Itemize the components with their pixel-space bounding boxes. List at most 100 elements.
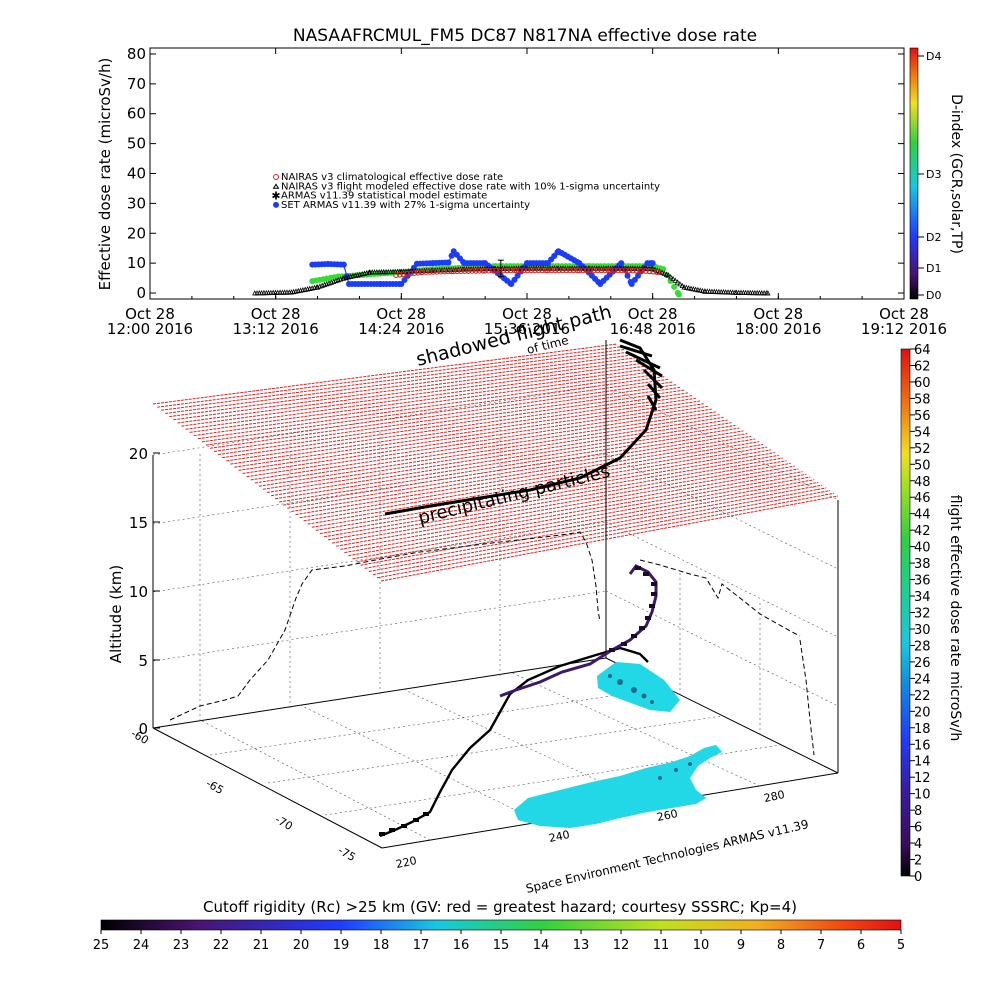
cutoff-colorbar-tick-label: 15: [493, 938, 510, 953]
cutoff-colorbar-tick-label: 24: [133, 938, 150, 953]
x-tick-label-time: 13:12 2016: [233, 320, 319, 338]
nairas-climatological-point: [531, 267, 538, 274]
air-track-marker: [639, 626, 645, 630]
nairas-climatological-point: [454, 268, 461, 275]
cutoff-hatch-line: [307, 446, 768, 525]
dose-colorbar-tick-label: 48: [914, 475, 931, 490]
nairas-flight-point: [665, 272, 672, 278]
nairas-climatological-point: [605, 267, 612, 274]
dose-colorbar-tick-label: 2: [914, 854, 922, 869]
dose-colorbar-tick-label: 58: [914, 392, 931, 407]
nairas-climatological-point: [469, 267, 475, 274]
nairas-climatological-point: [445, 268, 451, 275]
dose-colorbar-tick-label: 26: [914, 656, 931, 671]
nairas-flight-point: [677, 280, 683, 287]
cutoff-hatch-line: [271, 422, 732, 497]
legend-marker: ✱: [271, 190, 280, 203]
floor-grid-line: [199, 719, 431, 841]
armas-model-point: [671, 283, 678, 290]
legend: NAIRAS v3 climatological effective dose …: [271, 172, 660, 211]
dose-colorbar-tick-label: 46: [914, 491, 931, 506]
air-track-marker: [635, 566, 641, 570]
cutoff-colorbar-tick-label: 25: [93, 938, 110, 953]
dose-colorbar-tick-label: 12: [914, 771, 931, 786]
nairas-climatological-point: [552, 267, 559, 274]
cutoff-hatch-line: [165, 351, 629, 414]
dose-colorbar-tick-label: 40: [914, 541, 931, 556]
cutoff-hatch-line: [209, 381, 673, 449]
latitude-tick-label: -70: [273, 813, 295, 833]
latitude-tick-label: -65: [204, 777, 226, 797]
longitude-tick-label: 240: [548, 828, 571, 845]
dose-colorbar-tick-label: 6: [914, 821, 922, 836]
floor-grid-line: [509, 671, 761, 787]
nairas-climatological-point: [542, 267, 549, 274]
nairas-climatological-point: [485, 267, 492, 274]
set-armas-point: [649, 260, 656, 267]
altitude-tick-label: 10: [129, 583, 148, 601]
nairas-climatological-point: [496, 267, 503, 274]
y-tick-label: 60: [127, 105, 146, 123]
dose-colorbar-tick-label: 52: [914, 442, 931, 457]
cutoff-hatch-line: [230, 395, 693, 465]
ground-track-marker: [401, 824, 407, 828]
nairas-climatological-point: [504, 267, 511, 274]
nairas-flight-point: [674, 279, 681, 285]
y-tick-label: 0: [136, 284, 146, 302]
cutoff-colorbar-tick-label: 23: [173, 938, 190, 953]
nairas-climatological-point: [400, 271, 407, 278]
nairas-climatological-point: [567, 267, 573, 274]
ground-track-marker: [413, 818, 419, 822]
dose-colorbar-tick-label: 38: [914, 557, 931, 572]
nairas-climatological-point: [587, 267, 594, 274]
nairas-climatological-point: [591, 267, 597, 274]
nairas-climatological-point: [583, 267, 590, 274]
dose-colorbar: [900, 348, 911, 877]
land-patch-peninsula: [597, 662, 680, 712]
y-tick-label: 10: [127, 254, 146, 272]
right-wall-projection: [639, 559, 801, 637]
nairas-climatological-point: [580, 267, 586, 274]
cutoff-hatch-line: [193, 370, 657, 437]
nairas-climatological-point: [622, 267, 629, 274]
cutoff-hatch-line: [254, 411, 716, 484]
d-index-tick-label: D4: [926, 50, 941, 63]
cutoff-hatch-line: [157, 346, 621, 408]
ground-track-marker: [423, 812, 429, 816]
dose-colorbar-tick-label: 14: [914, 755, 931, 770]
cutoff-hatch-line: [332, 462, 791, 544]
set-armas-point: [628, 281, 635, 288]
nairas-climatological-point: [559, 267, 566, 274]
nairas-climatological-point: [482, 267, 489, 274]
nairas-climatological-point: [465, 268, 472, 274]
dose-colorbar-tick-label: 24: [914, 672, 931, 687]
top-y-ticks: 0 10 20 30 40 50 60 70 80: [127, 45, 904, 302]
dose-colorbar-tick-label: 42: [914, 524, 931, 539]
legend-label: SET ARMAS v11.39 with 27% 1-sigma uncert…: [281, 200, 530, 211]
cutoff-hatch-line: [152, 343, 618, 405]
d-index-colorbar: [909, 47, 919, 300]
cutoff-colorbar-tick-label: 12: [613, 938, 630, 953]
right-wall-projection-lower: [799, 639, 815, 756]
nairas-climatological-point: [629, 267, 636, 274]
air-track-marker: [651, 582, 657, 586]
cutoff-hatch-line: [344, 471, 803, 554]
y-tick-label: 50: [127, 135, 146, 153]
set-armas-point: [618, 260, 625, 267]
floor-grid-line: [324, 744, 781, 816]
cutoff-hatch-line: [279, 427, 740, 503]
cutoff-hatch-line: [246, 405, 708, 478]
cutoff-hatch-line: [169, 354, 633, 418]
dose-colorbar-tick-label: 28: [914, 639, 931, 654]
altitude-tick-label: 15: [129, 514, 148, 532]
d-index-label: D-index (GCR,solar,TP): [948, 94, 964, 254]
nairas-flight-point: [688, 285, 694, 291]
cutoff-hatch-line: [283, 430, 744, 506]
set-armas-point: [514, 272, 521, 279]
back-wall-grid-line: [152, 590, 607, 662]
nairas-climatological-point: [450, 268, 457, 275]
nairas-climatological-point: [545, 267, 551, 274]
dose-colorbar-tick-label: 50: [914, 458, 931, 473]
nairas-climatological-point: [393, 272, 399, 278]
air-track: [499, 564, 658, 698]
